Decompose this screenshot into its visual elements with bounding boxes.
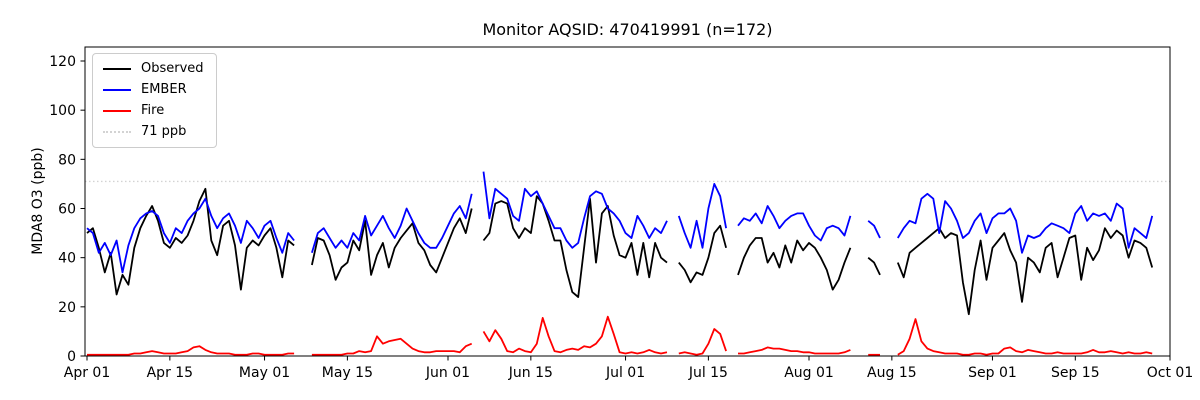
y-tick-label: 80 — [58, 152, 76, 168]
legend-item-fire: Fire — [103, 103, 204, 119]
observed-line — [737, 237, 852, 291]
observed-line — [482, 195, 668, 298]
observed-line — [896, 227, 1154, 316]
x-tick-label: Aug 01 — [784, 365, 834, 381]
ember-line — [737, 205, 852, 242]
x-tick-label: May 01 — [239, 365, 290, 381]
observed-line — [867, 257, 881, 276]
legend-item-observed: Observed — [103, 61, 204, 77]
plot-border — [84, 46, 1171, 357]
observed-line — [86, 187, 295, 296]
ember-line — [86, 197, 295, 274]
x-tick-label: Jun 01 — [425, 365, 470, 381]
observed-line — [311, 208, 473, 281]
x-tick-label: Jul 15 — [688, 365, 728, 381]
legend-item-71-ppb: 71 ppb — [103, 124, 204, 140]
fire-line — [738, 346, 851, 355]
x-tick-label: Apr 01 — [64, 365, 110, 381]
x-tick-label: Oct 01 — [1147, 365, 1193, 381]
observed-line — [678, 224, 727, 284]
ember-line — [677, 182, 727, 249]
legend: Observed EMBER Fire 71 ppb — [92, 53, 217, 148]
y-tick-label: 60 — [58, 202, 76, 218]
fire-line — [87, 345, 295, 356]
x-tick-label: Jul 01 — [605, 365, 645, 381]
x-tick-label: Sep 01 — [968, 365, 1017, 381]
ember-line — [482, 171, 668, 249]
y-tick-label: 40 — [58, 251, 76, 267]
fire-line — [678, 328, 727, 356]
ember-line — [311, 193, 473, 254]
x-tick-label: Aug 15 — [867, 365, 917, 381]
y-tick-label: 0 — [67, 349, 76, 365]
ember-line — [867, 220, 881, 239]
fire-line — [482, 315, 668, 355]
legend-line-swatch — [103, 68, 131, 70]
fire-line — [897, 318, 1153, 356]
legend-label: EMBER — [141, 82, 187, 97]
chart-title: Monitor AQSID: 470419991 (n=172) — [482, 20, 773, 39]
legend-label: Observed — [141, 61, 204, 76]
legend-line-swatch — [103, 89, 131, 91]
legend-line-swatch — [103, 131, 131, 133]
y-tick-label: 100 — [49, 103, 76, 119]
y-tick-label: 120 — [49, 54, 76, 70]
y-tick-label: 20 — [58, 300, 76, 316]
x-tick-label: Jun 15 — [508, 365, 553, 381]
legend-line-swatch — [103, 110, 131, 112]
x-tick-label: Sep 15 — [1051, 365, 1100, 381]
legend-label: 71 ppb — [141, 124, 187, 139]
fire-line — [311, 335, 473, 356]
ember-line — [897, 192, 1154, 254]
legend-label: Fire — [141, 103, 165, 118]
x-tick-label: Apr 15 — [147, 365, 193, 381]
x-tick-label: May 15 — [322, 365, 373, 381]
legend-item-ember: EMBER — [103, 82, 204, 98]
